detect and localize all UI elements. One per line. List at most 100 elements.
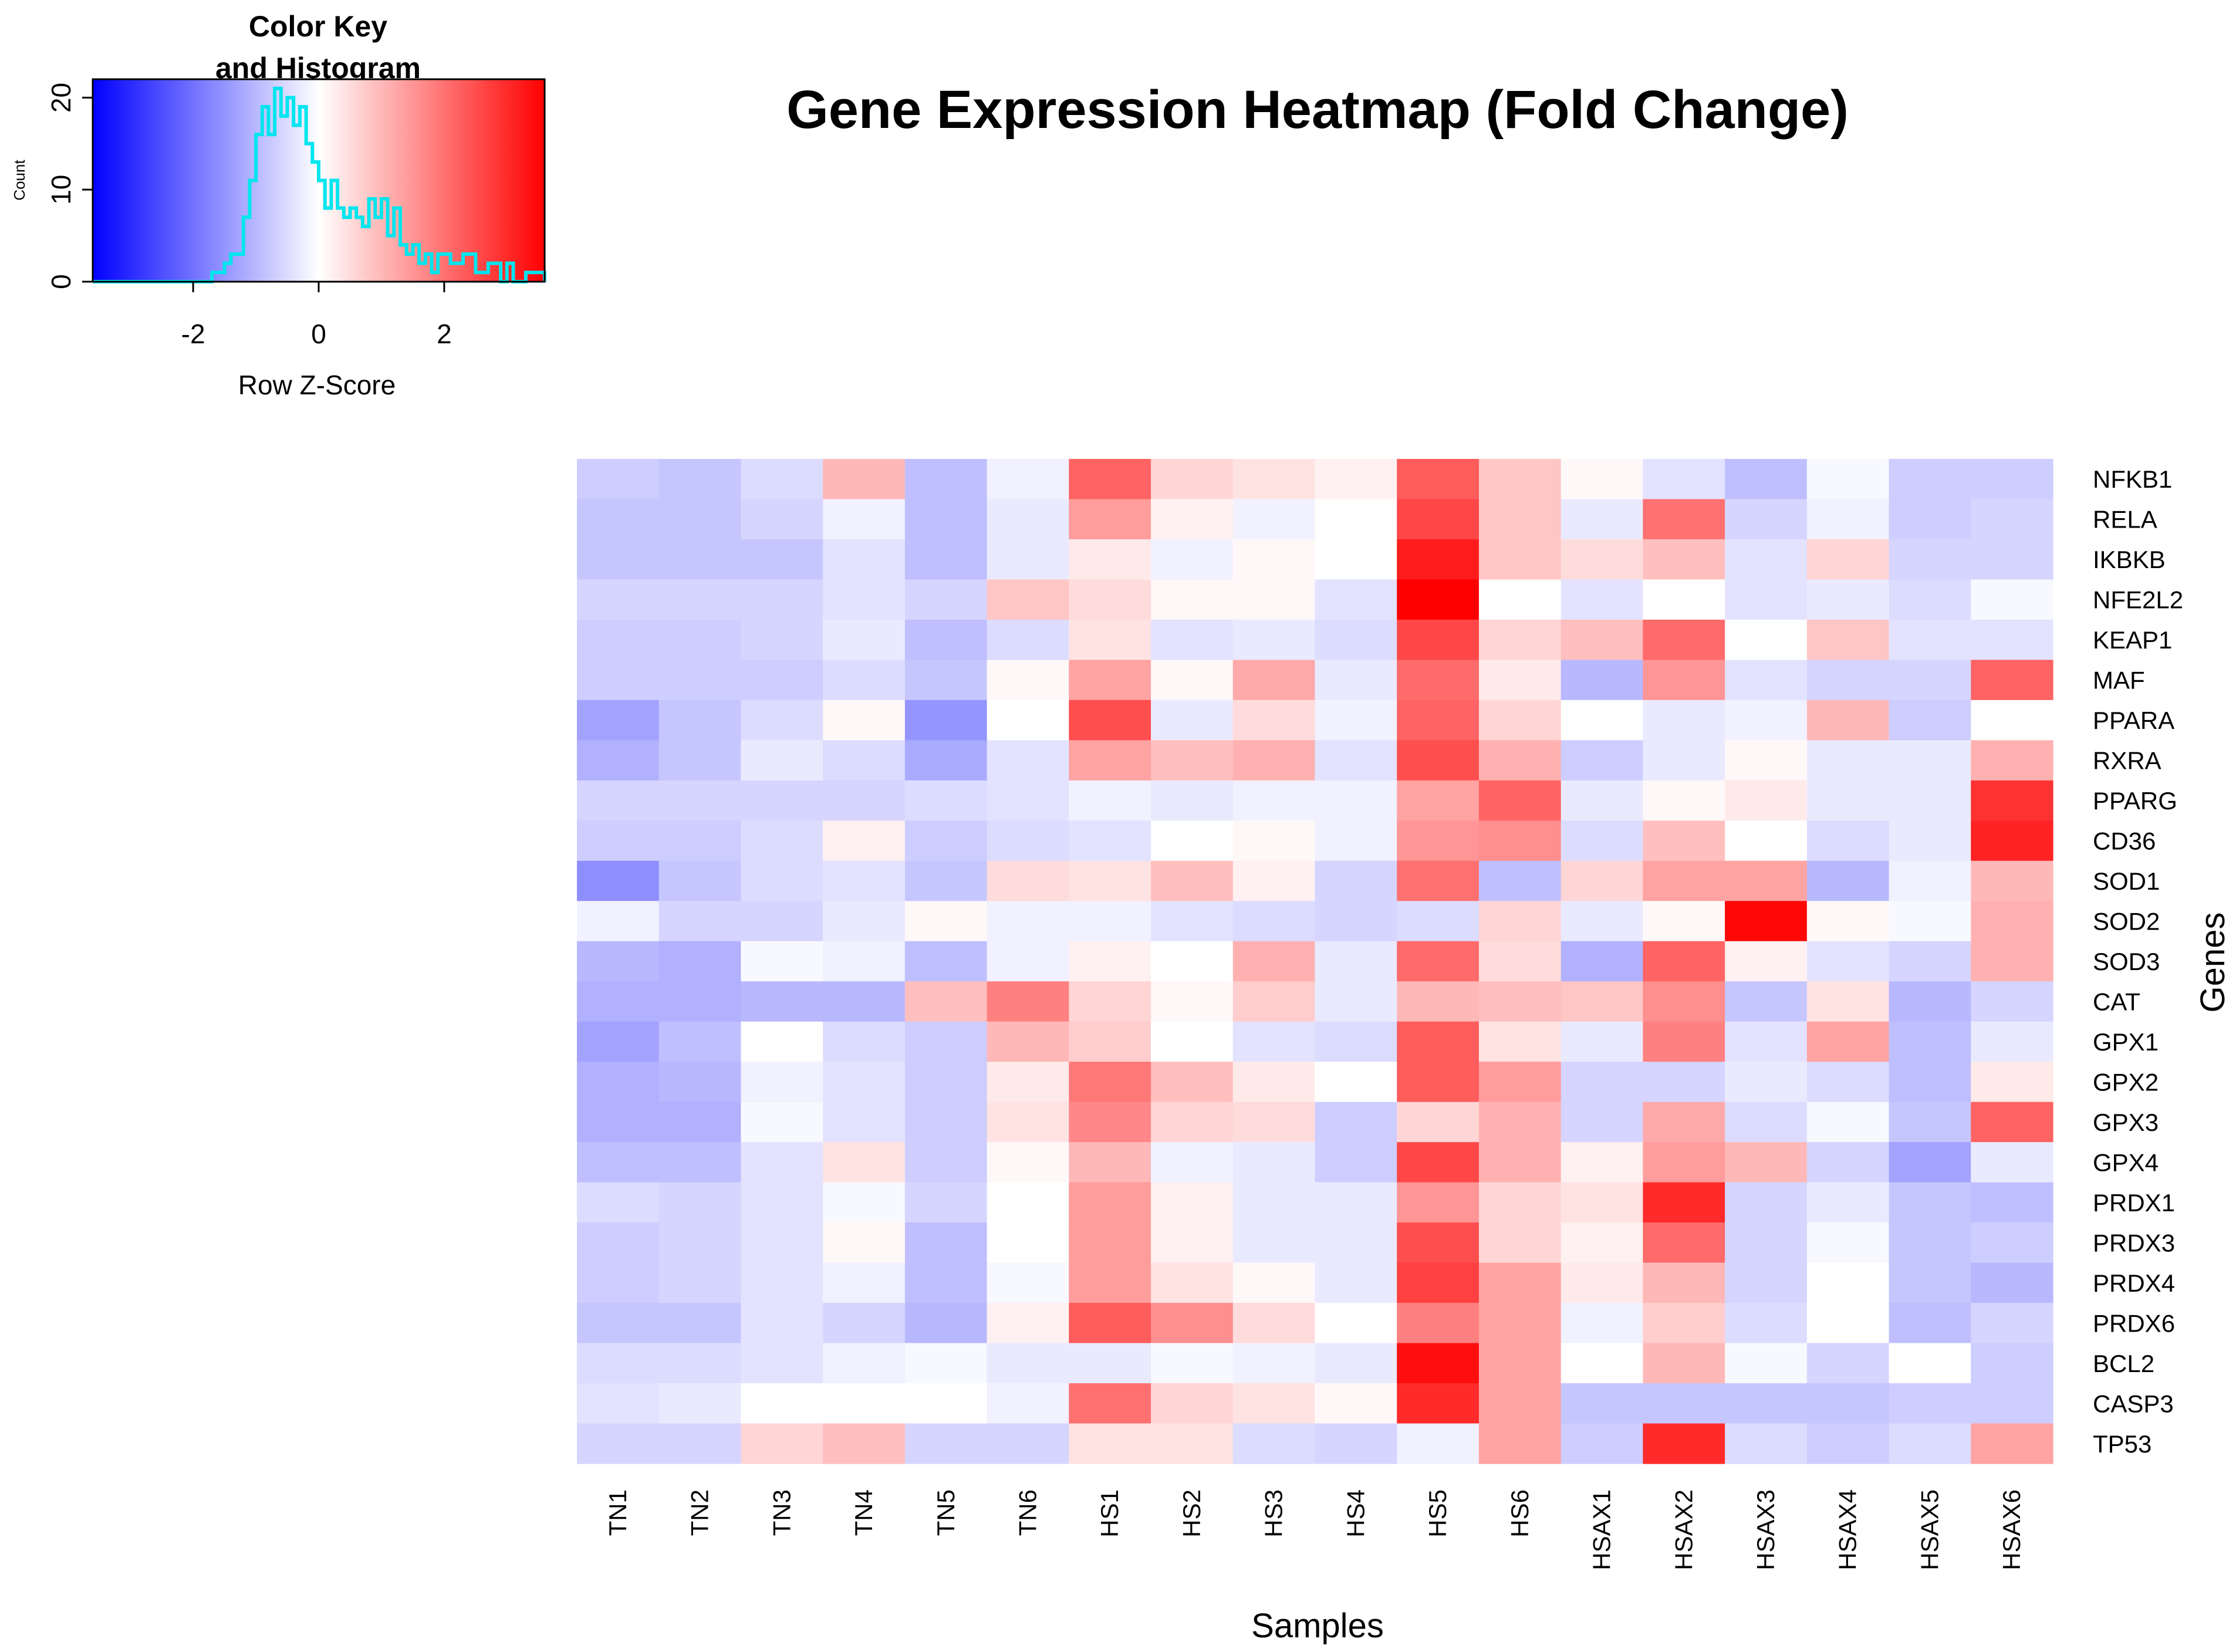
heatmap-cell-gpx1-hsax2 xyxy=(1643,1021,1725,1062)
color-key-xtick-label: 2 xyxy=(437,319,452,349)
heatmap-cell-bcl2-tn6 xyxy=(987,1343,1069,1384)
heatmap-cell-gpx3-hs3 xyxy=(1232,1102,1316,1143)
heatmap-cell-sod1-tn4 xyxy=(823,860,906,901)
heatmap-cell-nfe2l2-tn2 xyxy=(658,579,742,620)
heatmap-cell-sod2-tn3 xyxy=(741,901,823,942)
heatmap-cell-pparg-hsax5 xyxy=(1889,780,1971,821)
heatmap-cell-rxra-hs2 xyxy=(1151,740,1234,781)
heatmap-cell-casp3-hs3 xyxy=(1232,1383,1316,1424)
heatmap-cell-nfe2l2-hsax1 xyxy=(1561,579,1643,620)
heatmap-cell-nfkb1-tn4 xyxy=(823,459,906,500)
heatmap-cell-gpx3-hs2 xyxy=(1151,1102,1234,1143)
heatmap-cell-rela-hs2 xyxy=(1151,499,1234,540)
heatmap-cell-keap1-tn4 xyxy=(823,619,906,660)
chart-title: Gene Expression Heatmap (Fold Change) xyxy=(786,80,1849,140)
heatmap-cell-ppara-tn6 xyxy=(987,700,1069,741)
heatmap-cell-cat-hs5 xyxy=(1397,981,1480,1022)
color-key-ylabel: Count xyxy=(11,160,28,201)
heatmap-cell-rxra-hs4 xyxy=(1315,740,1397,781)
heatmap-cell-gpx3-hsax1 xyxy=(1561,1102,1643,1143)
row-label-ikbkb: IKBKB xyxy=(2093,546,2166,573)
heatmap-cell-rela-hsax4 xyxy=(1806,499,1890,540)
column-label-hs3: HS3 xyxy=(1260,1489,1288,1538)
heatmap-cell-casp3-hsax2 xyxy=(1643,1383,1725,1424)
heatmap-cell-cat-hs6 xyxy=(1478,981,1562,1022)
heatmap-cell-sod2-tn5 xyxy=(904,901,988,942)
heatmap-cell-rxra-hsax1 xyxy=(1561,740,1643,781)
heatmap-cell-prdx3-tn4 xyxy=(823,1222,906,1264)
heatmap-cell-sod3-tn5 xyxy=(904,941,988,982)
heatmap-cell-rxra-tn3 xyxy=(741,740,823,781)
row-label-tp53: TP53 xyxy=(2093,1430,2151,1458)
heatmap-cell-gpx3-tn1 xyxy=(577,1102,660,1143)
heatmap-cell-gpx1-tn4 xyxy=(823,1021,906,1062)
color-key-xlabel: Row Z-Score xyxy=(238,370,396,400)
heatmap-cell-cd36-hsax5 xyxy=(1889,820,1971,862)
heatmap-cell-rela-hsax3 xyxy=(1725,499,1808,540)
heatmap-cell-ikbkb-hs4 xyxy=(1315,539,1397,580)
color-key-ytick-label: 10 xyxy=(46,175,76,205)
heatmap-cell-nfkb1-hs4 xyxy=(1315,459,1397,500)
heatmap-cell-rxra-hsax4 xyxy=(1806,740,1890,781)
heatmap-cell-keap1-tn5 xyxy=(904,619,988,660)
color-key-ytick-label: 0 xyxy=(46,274,76,289)
heatmap-cell-keap1-hsax2 xyxy=(1643,619,1725,660)
heatmap-cell-sod1-hs3 xyxy=(1232,860,1316,901)
heatmap-cell-prdx1-hsax4 xyxy=(1806,1182,1890,1223)
heatmap-cell-cd36-tn2 xyxy=(658,820,742,862)
heatmap-cell-ikbkb-tn4 xyxy=(823,539,906,580)
heatmap-cell-cat-tn5 xyxy=(904,981,988,1022)
heatmap-cell-prdx3-hsax5 xyxy=(1889,1222,1971,1264)
heatmap-cell-maf-hs6 xyxy=(1478,660,1562,701)
row-label-prdx6: PRDX6 xyxy=(2093,1309,2175,1337)
heatmap-cell-gpx1-hsax4 xyxy=(1806,1021,1890,1062)
row-label-rela: RELA xyxy=(2093,506,2157,533)
heatmap-cell-sod3-hsax4 xyxy=(1806,941,1890,982)
heatmap-cell-bcl2-hs3 xyxy=(1232,1343,1316,1384)
row-labels: NFKB1 RELA IKBKB NFE2L2 KEAP1 MAF PPARA RXRA PPA… xyxy=(2093,465,2183,1458)
heatmap-cell-sod2-hsax3 xyxy=(1725,901,1808,942)
heatmap-cell-ppara-hs1 xyxy=(1069,700,1151,741)
heatmap-cell-prdx3-hsax6 xyxy=(1971,1222,2053,1264)
heatmap-cell-pparg-hsax2 xyxy=(1643,780,1725,821)
heatmap-cell-rxra-tn6 xyxy=(987,740,1069,781)
heatmap-cell-gpx3-tn6 xyxy=(987,1102,1069,1143)
heatmap-cell-casp3-hsax5 xyxy=(1889,1383,1971,1424)
heatmap-cell-ppara-tn4 xyxy=(823,700,906,741)
heatmap-cell-tp53-hs5 xyxy=(1397,1423,1480,1464)
heatmap-cell-nfkb1-hsax4 xyxy=(1806,459,1890,500)
heatmap-cell-gpx3-hsax2 xyxy=(1643,1102,1725,1143)
heatmap-cell-cat-hs2 xyxy=(1151,981,1234,1022)
heatmap-cell-sod2-hsax6 xyxy=(1971,901,2053,942)
heatmap-cell-rxra-hs6 xyxy=(1478,740,1562,781)
heatmap-cell-sod3-tn6 xyxy=(987,941,1069,982)
heatmap-cell-prdx1-hs3 xyxy=(1232,1182,1316,1223)
heatmap-cell-gpx4-hs2 xyxy=(1151,1142,1234,1183)
heatmap-cell-pparg-tn3 xyxy=(741,780,823,821)
heatmap-cell-prdx3-hs4 xyxy=(1315,1222,1397,1264)
heatmap-cell-pparg-hsax3 xyxy=(1725,780,1808,821)
heatmap-cell-gpx2-tn3 xyxy=(741,1062,823,1103)
heatmap-cell-casp3-hs5 xyxy=(1397,1383,1480,1424)
heatmap-cell-prdx4-hs5 xyxy=(1397,1262,1480,1303)
heatmap-cell-rela-hsax5 xyxy=(1889,499,1971,540)
heatmap-cell-maf-hsax4 xyxy=(1806,660,1890,701)
heatmap-cell-sod2-hsax1 xyxy=(1561,901,1643,942)
heatmap-cell-sod3-hs1 xyxy=(1069,941,1151,982)
heatmap-cell-tp53-tn3 xyxy=(741,1423,823,1464)
heatmap-cell-cd36-hs1 xyxy=(1069,820,1151,862)
heatmap-cell-keap1-hs2 xyxy=(1151,619,1234,660)
heatmap-cell-maf-hs4 xyxy=(1315,660,1397,701)
column-label-hs4: HS4 xyxy=(1342,1489,1369,1538)
heatmap-cell-gpx3-hs5 xyxy=(1397,1102,1480,1143)
heatmap-cell-cat-hsax5 xyxy=(1889,981,1971,1022)
heatmap-cell-maf-tn3 xyxy=(741,660,823,701)
heatmap-cell-ppara-tn1 xyxy=(577,700,660,741)
heatmap-cell-sod1-tn2 xyxy=(658,860,742,901)
heatmap-cell-casp3-hsax3 xyxy=(1725,1383,1808,1424)
heatmap-cell-casp3-hsax1 xyxy=(1561,1383,1643,1424)
heatmap-cell-gpx3-tn3 xyxy=(741,1102,823,1143)
heatmap-cell-gpx2-tn4 xyxy=(823,1062,906,1103)
heatmap-cell-nfe2l2-tn4 xyxy=(823,579,906,620)
heatmap-cell-casp3-tn2 xyxy=(658,1383,742,1424)
